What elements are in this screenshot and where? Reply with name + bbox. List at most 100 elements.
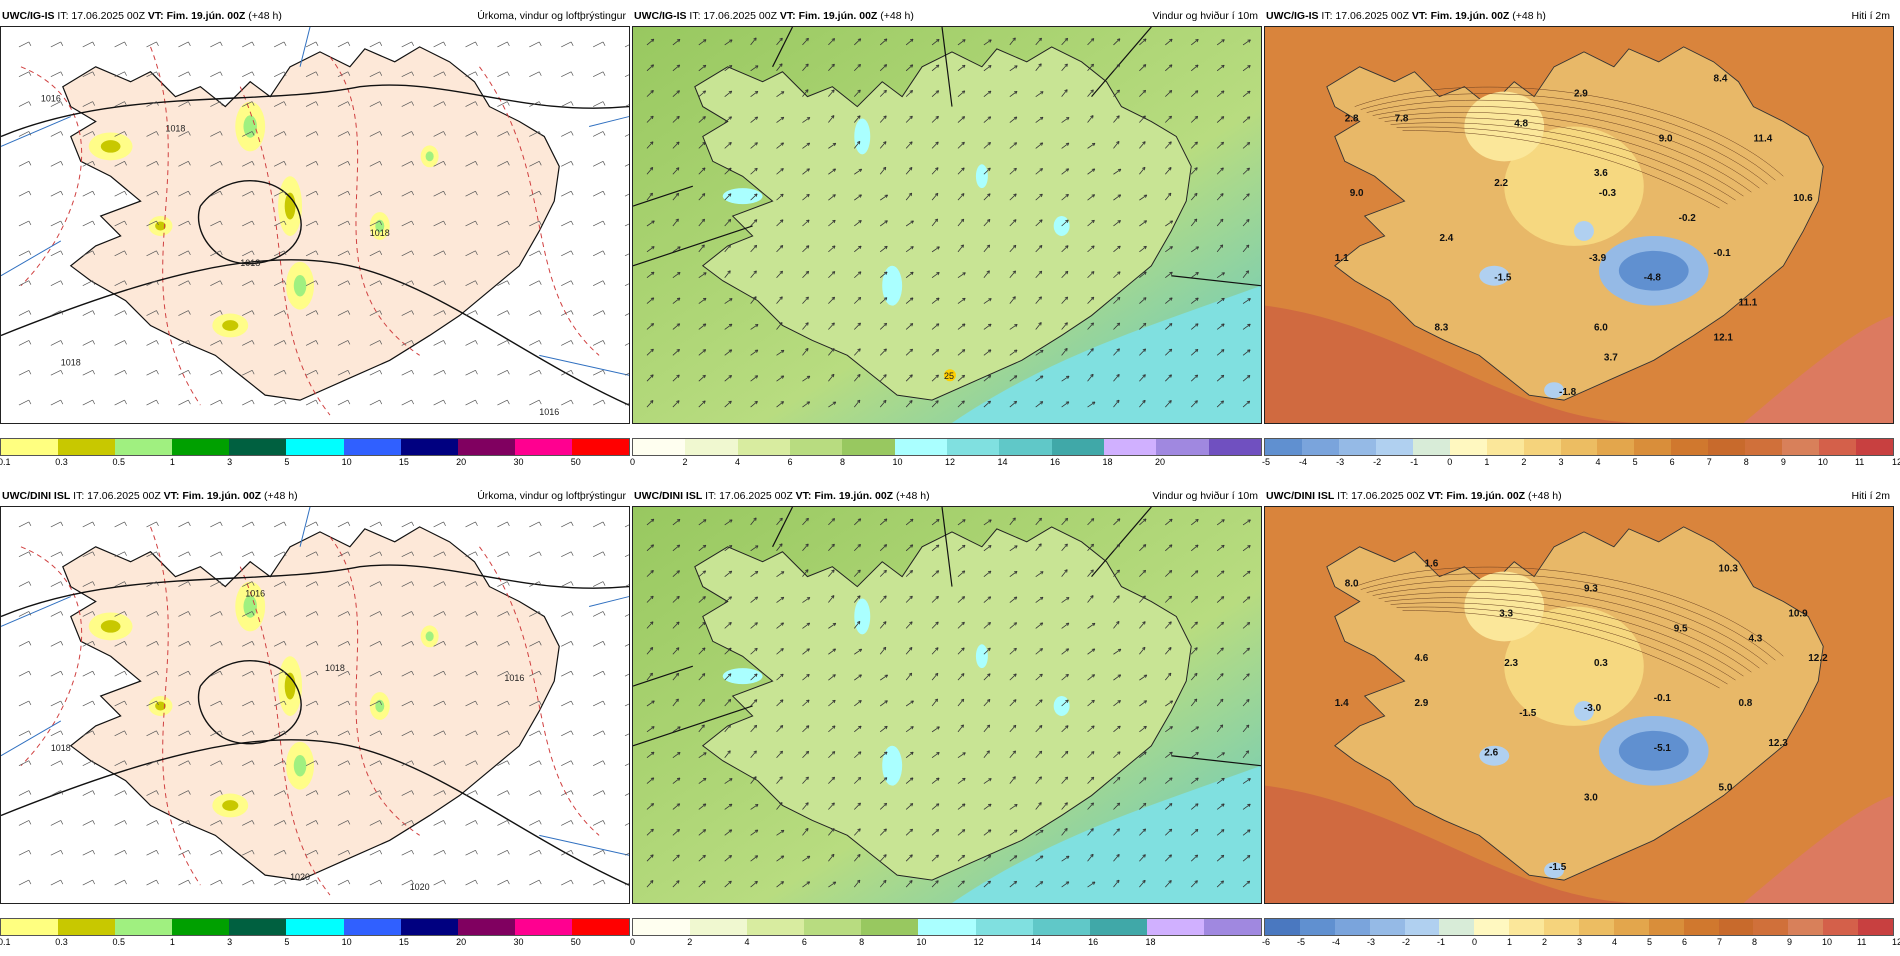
legend-swatch [1509, 919, 1544, 935]
temperature-label: 11.1 [1738, 298, 1757, 309]
panel-title: Vindur og hviður í 10m [1153, 6, 1258, 26]
panel-model-info: UWC/IG-IS IT: 17.06.2025 00Z VT: Fim. 19… [2, 6, 282, 26]
legend-tick-label: 2 [687, 937, 692, 947]
temperature-label: -1.5 [1519, 708, 1537, 719]
legend-tick-label: 14 [1031, 937, 1041, 947]
gust-peak-label: 25 [944, 371, 954, 381]
temperature-label: 12.2 [1808, 653, 1828, 664]
legend-swatch [1300, 919, 1335, 935]
temperature-label: -0.1 [1714, 248, 1732, 259]
legend-tick-label: 20 [456, 457, 466, 467]
panel-header: UWC/IG-IS IT: 17.06.2025 00Z VT: Fim. 19… [0, 6, 630, 26]
isobar-label: 1016 [539, 407, 559, 417]
temperature-label: 8.4 [1714, 74, 1728, 85]
temperature-label: 3.3 [1499, 608, 1513, 619]
legend-ticks: -5-4-3-2-1012345678910111213 [1264, 456, 1894, 470]
legend-tick-label: 3 [227, 937, 232, 947]
temperature-label: 1.4 [1335, 698, 1349, 709]
legend-tick-label: 8 [859, 937, 864, 947]
temperature-label: 6.0 [1594, 322, 1608, 333]
legend-tick-label: 6 [788, 457, 793, 467]
valid-time: VT: Fim. 19.jún. 00Z [1428, 490, 1525, 502]
legend-swatch [401, 439, 458, 455]
legend-swatches [1264, 918, 1894, 936]
legend-swatch [861, 919, 918, 935]
isobar-label: 1018 [51, 743, 71, 753]
legend-swatch [1413, 439, 1450, 455]
temperature-label: 2.3 [1504, 658, 1518, 669]
legend-swatch [918, 919, 975, 935]
legend-swatch [515, 919, 572, 935]
temp-panel: UWC/DINI ISL IT: 17.06.2025 00Z VT: Fim.… [1264, 486, 1894, 956]
legend-tick-label: 5 [1633, 457, 1638, 467]
legend-swatch [1, 919, 58, 935]
panel-header: UWC/DINI ISL IT: 17.06.2025 00Z VT: Fim.… [632, 486, 1262, 506]
legend-swatch [690, 919, 747, 935]
legend-tick-label: -2 [1373, 457, 1381, 467]
temperature-label: -1.5 [1494, 273, 1512, 284]
legend-tick-label: 4 [735, 457, 740, 467]
temperature-label: 11.4 [1753, 133, 1772, 144]
temperature-label: 10.9 [1788, 608, 1808, 619]
temperature-label: 4.6 [1415, 653, 1429, 664]
legend-swatch [1671, 439, 1708, 455]
legend-swatch [1335, 919, 1370, 935]
model-name: UWC/DINI ISL [1266, 490, 1334, 502]
legend-swatch [1782, 439, 1819, 455]
legend-tick-label: 1 [1507, 937, 1512, 947]
panel-title: Úrkoma, vindur og loftþrýstingur [477, 486, 626, 506]
temperature-label: 1.6 [1424, 559, 1438, 570]
legend-swatch [1450, 439, 1487, 455]
legend-swatches [0, 918, 630, 936]
legend-swatch [115, 439, 172, 455]
legend-swatch [633, 919, 690, 935]
legend-tick-label: 8 [840, 457, 845, 467]
legend-swatches [632, 918, 1262, 936]
legend-swatch [1052, 439, 1104, 455]
lead-time: (+48 h) [261, 490, 297, 502]
legend-swatch [58, 439, 115, 455]
legend-tick-label: 5 [1647, 937, 1652, 947]
panel-title: Hiti í 2m [1851, 6, 1890, 26]
legend-tick-label: -6 [1262, 937, 1270, 947]
temperature-label: 1.1 [1335, 253, 1349, 264]
legend-tick-label: 20 [1155, 457, 1165, 467]
legend-swatch [1209, 439, 1261, 455]
legend-swatch [1561, 439, 1598, 455]
panel-header: UWC/IG-IS IT: 17.06.2025 00Z VT: Fim. 19… [1264, 6, 1894, 26]
legend-swatch [1524, 439, 1561, 455]
temperature-label: 8.3 [1434, 322, 1448, 333]
legend-swatch [458, 439, 515, 455]
legend-tick-label: 10 [893, 457, 903, 467]
temperature-label: 5.0 [1719, 783, 1733, 794]
isobar-label: 1020 [290, 872, 310, 882]
legend-swatch [633, 439, 685, 455]
legend-tick-label: 10 [916, 937, 926, 947]
temperature-label: 4.8 [1514, 119, 1528, 130]
legend-tick-label: 16 [1088, 937, 1098, 947]
legend-swatch [172, 439, 229, 455]
legend-swatch [572, 919, 629, 935]
legend-tick-label: -5 [1262, 457, 1270, 467]
legend-tick-label: 14 [998, 457, 1008, 467]
legend-tick-label: 5 [284, 937, 289, 947]
legend-tick-label: 4 [745, 937, 750, 947]
legend-swatch [1708, 439, 1745, 455]
legend-tick-label: 10 [1822, 937, 1832, 947]
temperature-label: 2.6 [1484, 748, 1498, 759]
legend-swatch [1204, 919, 1261, 935]
temperature-label: -5.1 [1654, 743, 1672, 754]
legend-tick-label: 18 [1103, 457, 1113, 467]
panel-title: Hiti í 2m [1851, 486, 1890, 506]
legend-tick-label: 12 [1892, 937, 1900, 947]
legend-tick-label: 8 [1744, 457, 1749, 467]
legend-swatch [286, 919, 343, 935]
